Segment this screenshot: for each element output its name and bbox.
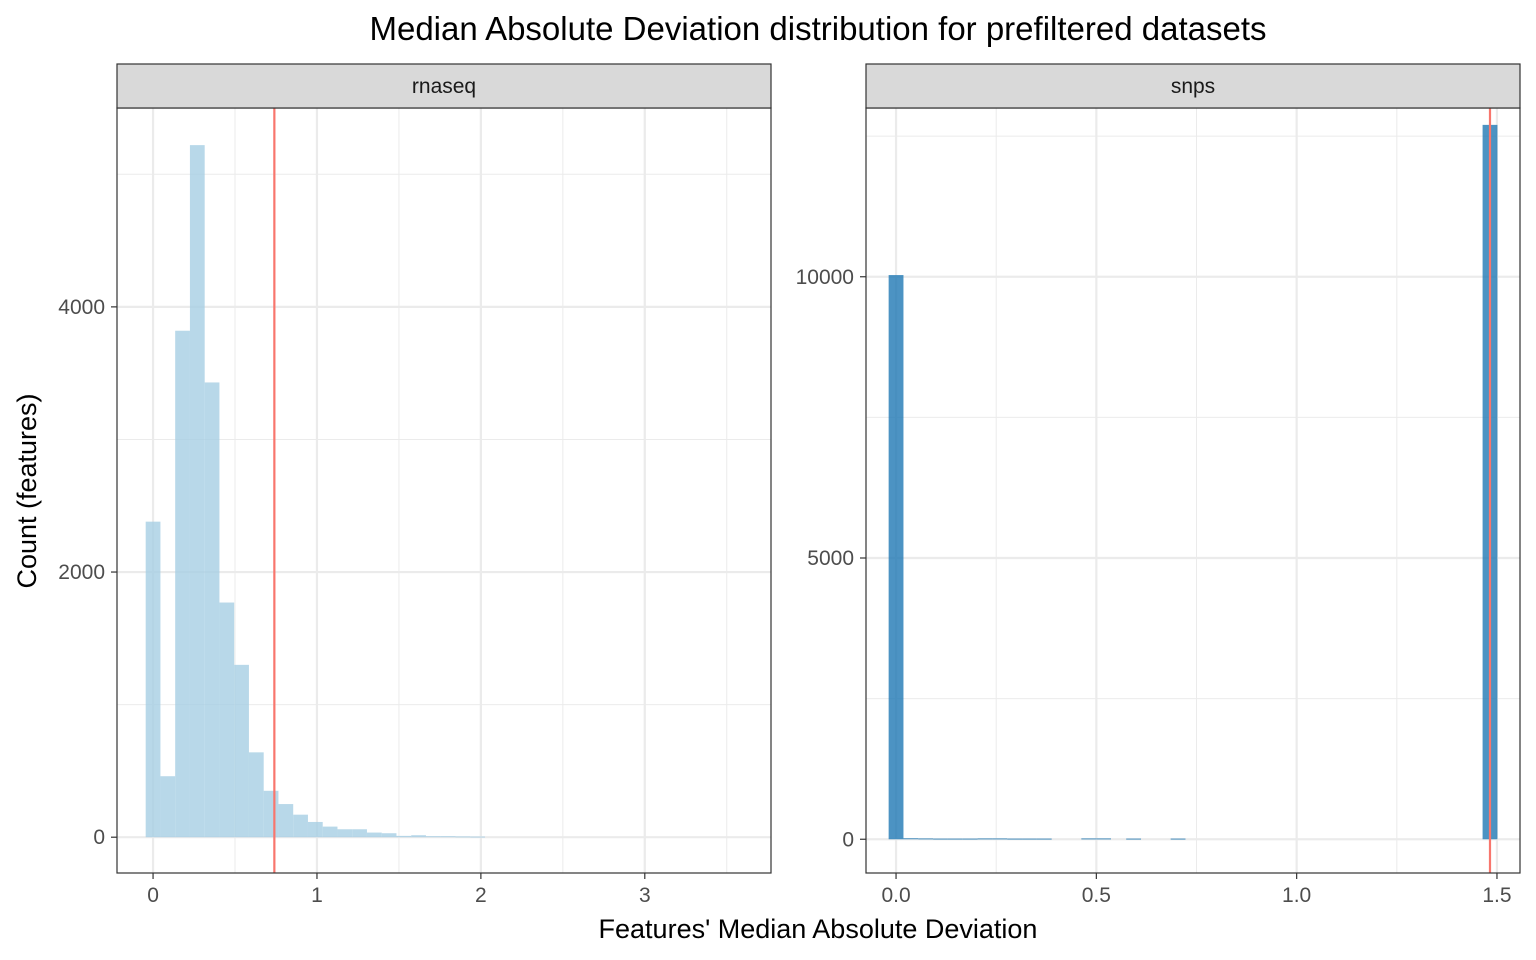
- y-tick-label: 0: [842, 828, 854, 851]
- y-tick-label: 4000: [58, 296, 105, 319]
- histogram-bar: [263, 790, 279, 838]
- histogram-bar: [1022, 838, 1037, 840]
- histogram-bar: [175, 330, 190, 838]
- x-tick-label: 0: [147, 884, 159, 907]
- histogram-bar: [352, 829, 367, 838]
- x-tick-label: 0.5: [1082, 884, 1111, 907]
- histogram-bar: [160, 776, 176, 838]
- x-tick-label: 1.5: [1482, 884, 1511, 907]
- x-tick-label: 1.0: [1282, 884, 1311, 907]
- histogram-bar: [322, 826, 338, 838]
- histogram-bar: [1096, 838, 1111, 840]
- histogram-bar: [293, 814, 308, 838]
- y-tick-label: 0: [93, 826, 105, 849]
- histogram-bar: [1126, 838, 1142, 840]
- histogram-bar: [381, 833, 397, 838]
- histogram-bar: [977, 838, 993, 840]
- histogram-bar: [455, 836, 471, 838]
- histogram-bar: [933, 838, 948, 840]
- x-tick-label: 0.0: [881, 884, 910, 907]
- panel-snps: snps 0.0 0.5 1.0 1.5 0 5000 10000: [796, 63, 1521, 907]
- histogram-bar: [1081, 838, 1097, 840]
- histogram-bar: [396, 835, 412, 838]
- histogram-bar: [278, 804, 294, 838]
- panels: rnaseq 0 1 2 3 0 2000 4000 snps 0.0 0.5 1.0 1.5 0 5000…: [58, 63, 1521, 907]
- histogram-bar: [962, 838, 978, 840]
- histogram-bar: [992, 838, 1008, 840]
- histogram-bar: [918, 838, 934, 840]
- histogram-bar: [366, 832, 382, 838]
- histogram-bar: [411, 835, 426, 838]
- y-tick-label: 2000: [58, 561, 105, 584]
- histogram-bar: [903, 838, 919, 840]
- y-tick-label: 5000: [807, 547, 854, 570]
- panel-background: [866, 108, 1520, 873]
- y-axis-title: Count (features): [12, 393, 42, 588]
- x-tick-label: 3: [639, 884, 651, 907]
- histogram-bar: [947, 838, 963, 840]
- chart-title: Median Absolute Deviation distribution f…: [369, 10, 1266, 47]
- histogram-bar: [1007, 838, 1023, 840]
- histogram-bar: [204, 382, 220, 838]
- y-tick-label: 10000: [796, 266, 854, 289]
- facet-strip: [865, 63, 1521, 109]
- x-tick-label: 1: [311, 884, 323, 907]
- histogram-bar: [470, 836, 485, 838]
- x-tick-label: 2: [475, 884, 487, 907]
- panel-rnaseq: rnaseq 0 1 2 3 0 2000 4000: [58, 63, 772, 907]
- histogram-bar: [189, 145, 205, 838]
- histogram-bar: [440, 836, 456, 838]
- histogram-bar: [1170, 838, 1186, 840]
- histogram-bar: [248, 752, 264, 838]
- x-axis-title: Features' Median Absolute Deviation: [599, 914, 1038, 944]
- facet-strip-label: snps: [1171, 75, 1215, 98]
- histogram-bar: [234, 664, 249, 838]
- histogram-bar: [145, 521, 161, 838]
- histogram-bar: [1036, 838, 1052, 840]
- histogram-bar: [425, 836, 441, 838]
- facet-strip-label: rnaseq: [412, 75, 476, 98]
- histogram-bar: [337, 829, 353, 838]
- facet-strip: [116, 63, 772, 109]
- histogram-bar: [888, 275, 904, 840]
- histogram-bar: [307, 821, 323, 838]
- histogram-bar: [219, 602, 235, 838]
